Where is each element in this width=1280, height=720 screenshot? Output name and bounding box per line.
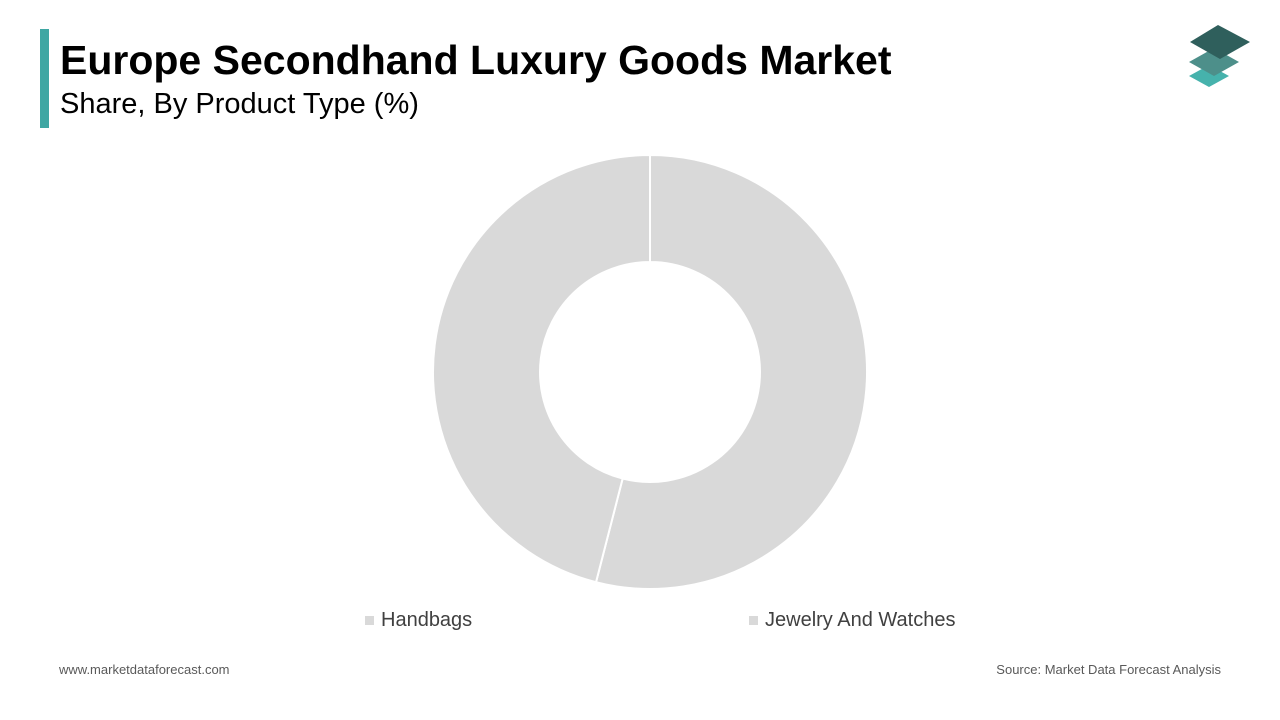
legend-label-handbags: Handbags bbox=[381, 608, 473, 631]
donut-slice-jewelry-and-watches bbox=[432, 153, 651, 584]
chart-title: Europe Secondhand Luxury Goods Market bbox=[60, 37, 892, 83]
chart-legend: Handbags Jewelry And Watches bbox=[0, 607, 1280, 633]
footer-website: www.marketdataforecast.com bbox=[59, 662, 230, 677]
chart-subtitle: Share, By Product Type (%) bbox=[60, 88, 419, 120]
footer-source: Source: Market Data Forecast Analysis bbox=[996, 662, 1221, 677]
donut-chart bbox=[432, 153, 868, 590]
legend-item-jewelry-and-watches: Jewelry And Watches bbox=[749, 607, 955, 633]
stacked-layers-logo-icon bbox=[1189, 25, 1250, 87]
legend-item-handbags: Handbags bbox=[365, 607, 472, 633]
donut-slice-handbags bbox=[594, 153, 868, 590]
logo-layer-top bbox=[1190, 25, 1250, 59]
legend-swatch-handbags bbox=[365, 615, 374, 625]
title-accent-bar bbox=[40, 29, 49, 128]
legend-swatch-jewelry-and-watches bbox=[749, 615, 758, 625]
legend-label-jewelry-and-watches: Jewelry And Watches bbox=[765, 608, 956, 631]
